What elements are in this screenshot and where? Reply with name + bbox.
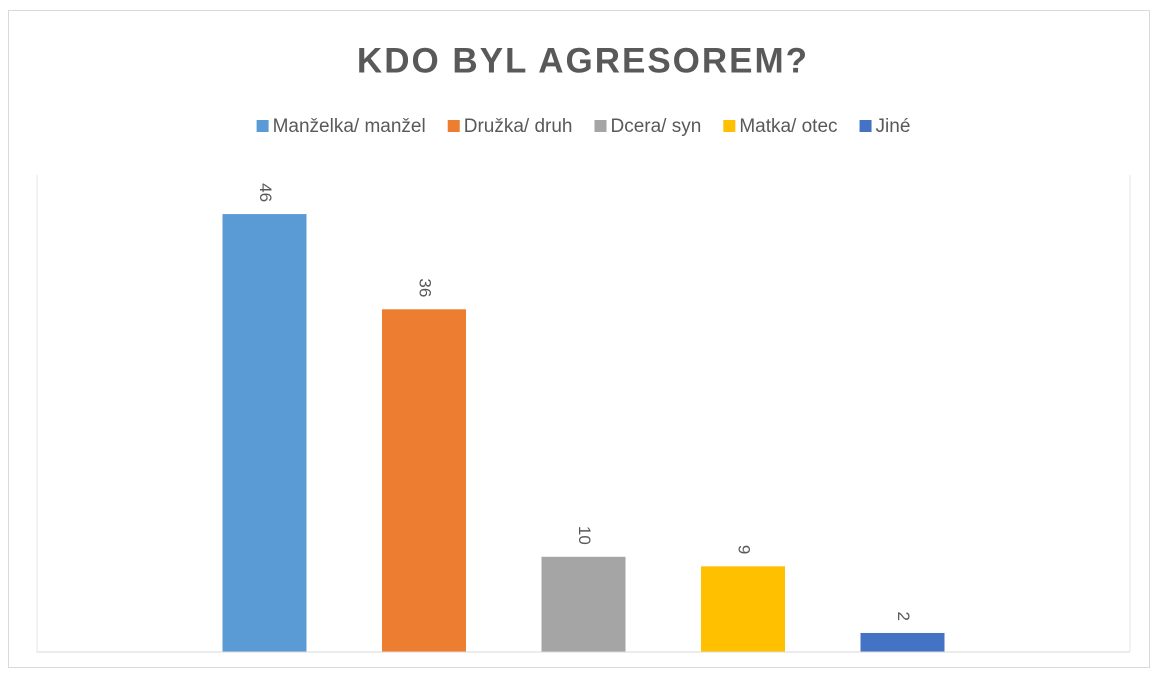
bar bbox=[382, 309, 466, 652]
data-label: 9 bbox=[735, 545, 754, 554]
bar bbox=[860, 632, 945, 652]
legend-swatch bbox=[447, 120, 460, 132]
legend-label: Manželka/ manžel bbox=[273, 116, 426, 137]
legend-swatch bbox=[723, 120, 736, 132]
bar bbox=[701, 566, 785, 652]
data-label: 2 bbox=[894, 611, 913, 620]
legend-label: Matka/ otec bbox=[739, 116, 837, 137]
legend-label: Jiné bbox=[876, 116, 911, 137]
bar bbox=[541, 556, 626, 652]
legend-label: Dcera/ syn bbox=[611, 116, 702, 137]
legend-swatch bbox=[594, 120, 607, 132]
legend-swatch bbox=[256, 120, 269, 132]
chart-title: KDO BYL AGRESOREM? bbox=[357, 41, 809, 80]
data-label: 10 bbox=[575, 526, 594, 545]
legend-label: Družka/ druh bbox=[464, 116, 573, 137]
data-label: 46 bbox=[256, 183, 275, 202]
data-label: 36 bbox=[416, 278, 435, 297]
legend-swatch bbox=[859, 120, 872, 132]
bar bbox=[222, 214, 307, 652]
